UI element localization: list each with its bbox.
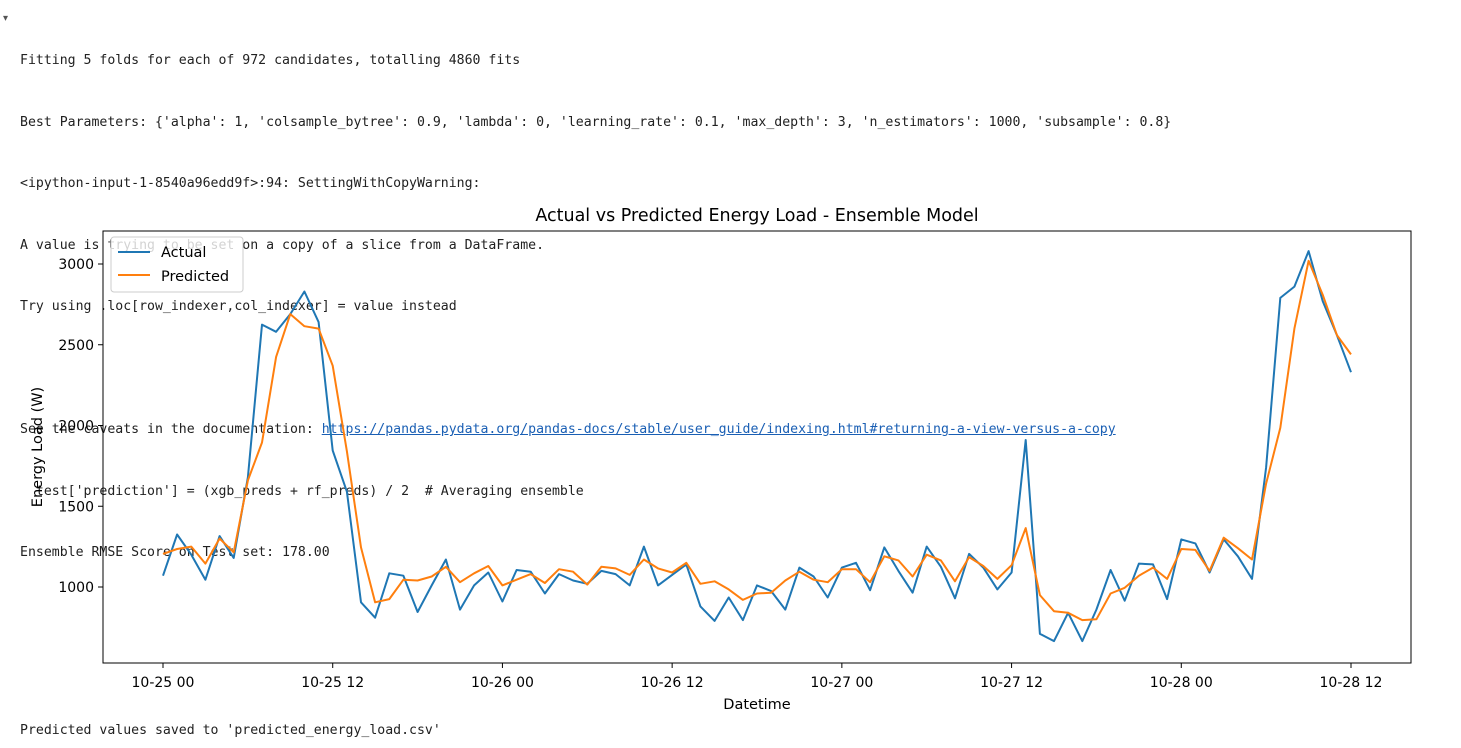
series-layer [162,250,1352,643]
y-axis-label: Energy Load (W) [30,387,46,507]
series-line-actual [162,250,1352,643]
caveat-prefix: See the caveats in the documentation: [20,422,322,437]
legend: Actual Predicted [110,236,244,293]
output-line: Fitting 5 folds for each of 972 candidat… [20,53,521,68]
plot-frame [102,230,1412,664]
y-tick-label: 3000 [58,257,94,273]
x-tick-label: 10-26 00 [471,675,534,691]
output-line: <ipython-input-1-8540a96edd9f>:94: Setti… [20,176,481,191]
chart-title: Actual vs Predicted Energy Load - Ensemb… [535,206,978,226]
x-tick-label: 10-26 12 [641,675,704,691]
legend-actual-label: Actual [161,245,206,261]
y-tick-label: 2000 [58,419,94,435]
x-tick-label: 10-28 00 [1150,675,1213,691]
x-tick-label: 10-25 12 [301,675,364,691]
x-tick-label: 10-27 00 [810,675,873,691]
series-line-predicted [162,259,1352,622]
x-axis: 10-25 00 10-25 12 10-26 00 10-26 12 10-27 00… [132,663,1383,691]
legend-box [110,236,244,293]
x-tick-label: 10-25 00 [132,675,195,691]
legend-predicted-label: Predicted [161,269,229,285]
y-axis: 1000 1500 2000 2500 3000 [58,257,103,596]
cell-output: Fitting 5 folds for each of 972 candidat… [20,10,1171,584]
caveat-line: See the caveats in the documentation: ht… [20,420,1171,441]
y-tick-label: 2500 [58,338,94,354]
output-line: Best Parameters: {'alpha': 1, 'colsample… [20,114,1172,130]
documentation-link[interactable]: https://pandas.pydata.org/pandas-docs/st… [321,422,1116,437]
x-axis-label: Datetime [723,697,790,713]
code-line: test['prediction'] = (xgb_preds + rf_pre… [20,483,584,499]
output-collapse-icon[interactable]: ▾ [3,13,9,24]
saved-message: Predicted values saved to 'predicted_ene… [20,723,441,738]
y-tick-label: 1000 [58,580,94,596]
y-tick-label: 1500 [58,499,94,515]
x-tick-label: 10-28 12 [1320,675,1383,691]
rmse-line: Ensemble RMSE Score on Test set: 178.00 [20,545,330,560]
x-tick-label: 10-27 12 [980,675,1043,691]
output-line: Try using .loc[row_indexer,col_indexer] … [20,299,457,314]
